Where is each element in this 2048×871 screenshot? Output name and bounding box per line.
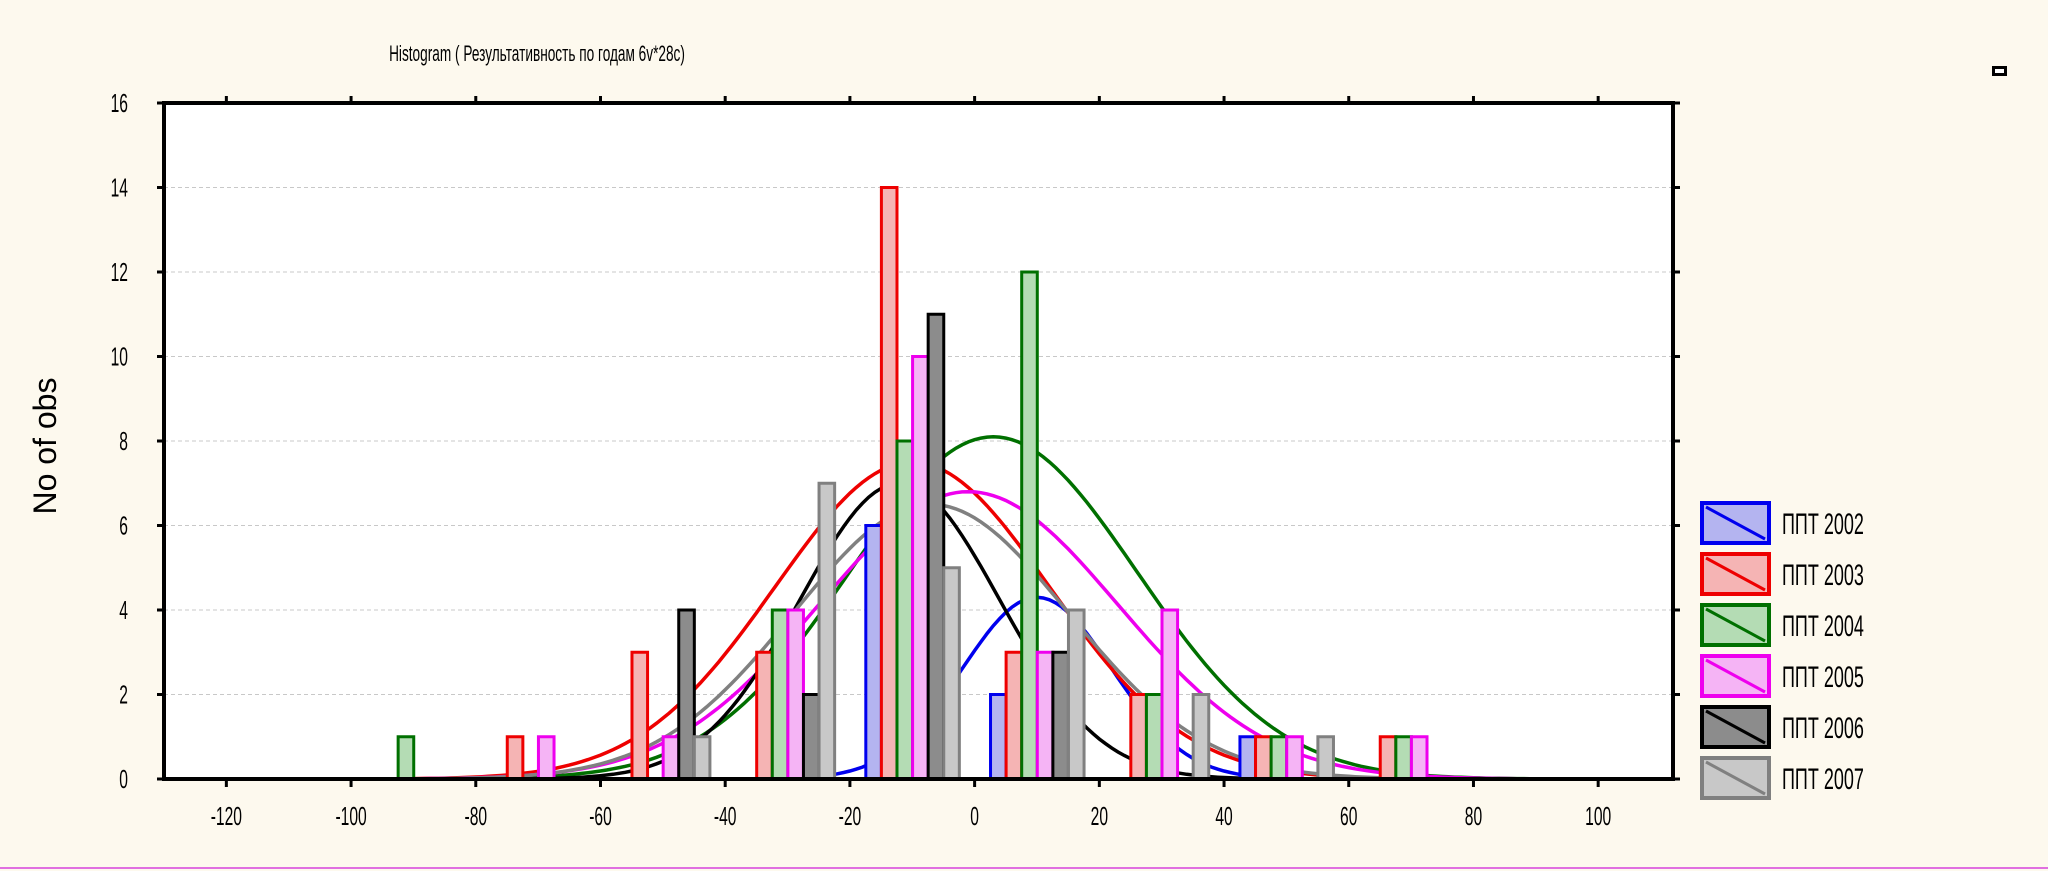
legend-swatch-diagonal (1705, 556, 1766, 592)
y-axis-label: No of obs (27, 378, 63, 515)
histogram-bar (661, 735, 681, 781)
histogram-bar (911, 355, 930, 781)
histogram-bar (942, 566, 961, 781)
y-tick-label: 10 (111, 342, 128, 371)
x-tick-label: -120 (211, 802, 242, 831)
histogram-bar (1191, 693, 1211, 781)
y-tick-label: 0 (119, 765, 128, 794)
histogram-bar (801, 693, 821, 781)
histogram-bar (677, 608, 696, 781)
x-tick-label: -20 (839, 802, 862, 831)
legend-swatch-diagonal (1705, 505, 1766, 541)
histogram-bar (630, 650, 650, 781)
histogram-bar (505, 735, 525, 781)
histogram-bar (755, 650, 774, 781)
legend-swatch-diagonal (1705, 607, 1766, 643)
histogram-bar (864, 524, 883, 781)
x-tick-label: 100 (1585, 802, 1611, 831)
histogram-bar (1004, 650, 1024, 781)
x-tick-label: -60 (589, 802, 612, 831)
histogram-bar (1035, 650, 1055, 781)
legend-label: ППТ 2006 (1782, 713, 1864, 746)
histogram-bar (926, 312, 946, 781)
legend-label: ППТ 2005 (1782, 662, 1864, 695)
bottom-border (0, 867, 2048, 869)
histogram-bar (989, 693, 1008, 781)
x-tick-label: -80 (465, 802, 488, 831)
histogram-bar (1066, 608, 1086, 781)
histogram-bar (692, 735, 712, 781)
y-tick-label: 12 (111, 258, 128, 287)
y-tick-label: 4 (119, 596, 128, 625)
y-tick-label: 6 (119, 511, 128, 540)
x-tick-label: -100 (335, 802, 366, 831)
histogram-bar (1129, 693, 1148, 781)
y-tick-label: 14 (111, 173, 128, 202)
legend-swatch-diagonal (1705, 658, 1766, 694)
y-tick-label: 16 (111, 89, 128, 118)
histogram-bar (1160, 608, 1180, 781)
x-tick-label: 80 (1465, 802, 1482, 831)
histogram-bar (1051, 650, 1070, 781)
histogram-bar (770, 608, 790, 781)
histogram-bar (1020, 270, 1039, 781)
histogram-bar (879, 186, 899, 781)
window-restore-icon[interactable] (1992, 66, 2007, 76)
histogram-bar (1285, 735, 1304, 781)
x-tick-label: 60 (1340, 802, 1357, 831)
legend-label: ППТ 2002 (1782, 509, 1864, 542)
x-tick-label: -40 (714, 802, 737, 831)
histogram-bar (1254, 735, 1273, 781)
histogram-bar (536, 735, 556, 781)
y-tick-label: 8 (119, 427, 128, 456)
x-tick-label: 40 (1215, 802, 1232, 831)
legend-label: ППТ 2003 (1782, 560, 1864, 593)
histogram-bar (1144, 693, 1164, 781)
histogram-bar (895, 439, 915, 781)
histogram-bar (817, 481, 837, 781)
x-tick-label: 20 (1091, 802, 1108, 831)
x-tick-label: 0 (970, 802, 979, 831)
chart-title: Histogram ( Результативность по годам 6v… (389, 41, 685, 66)
legend-label: ППТ 2004 (1782, 611, 1864, 644)
histogram-bar (396, 735, 416, 781)
histogram-bar (1378, 735, 1398, 781)
histogram-bar (1409, 735, 1429, 781)
legend-label: ППТ 2007 (1782, 764, 1864, 797)
histogram-bar (1394, 735, 1413, 781)
plot-frame (162, 101, 1675, 781)
y-tick-label: 2 (119, 680, 128, 709)
histogram-bar (1269, 735, 1289, 781)
histogram-bar (1238, 735, 1258, 781)
legend-swatch-diagonal (1705, 709, 1766, 745)
histogram-bar (786, 608, 805, 781)
histogram-bar (1316, 735, 1335, 781)
legend-swatch-diagonal (1705, 760, 1766, 796)
